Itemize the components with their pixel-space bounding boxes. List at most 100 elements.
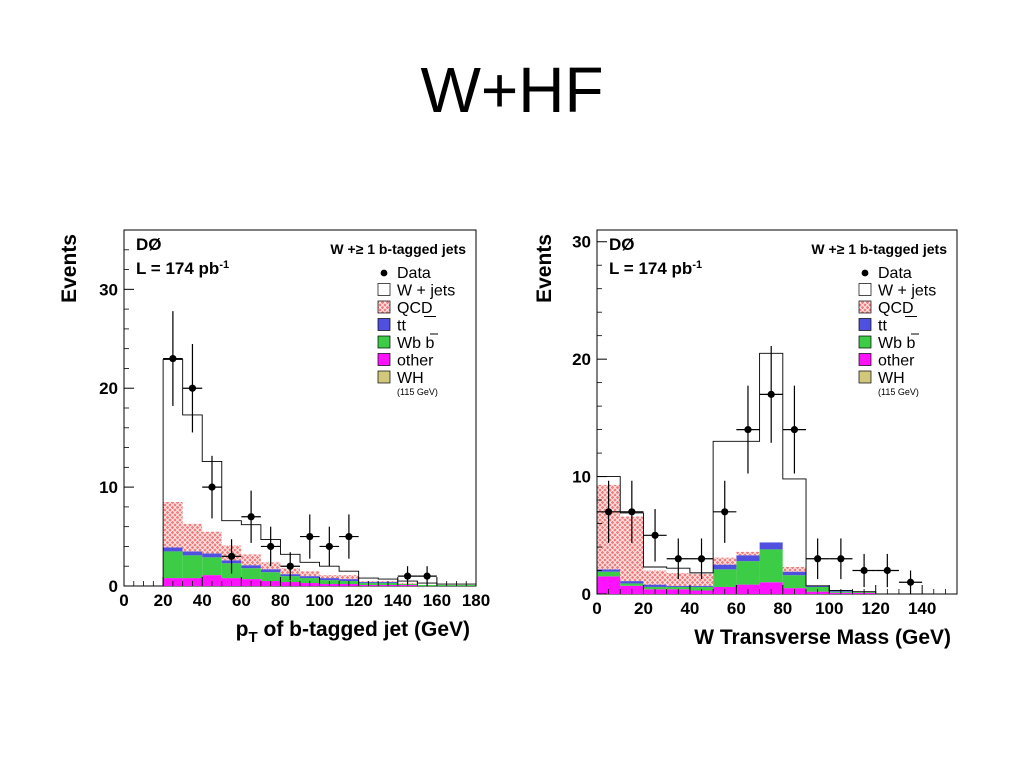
bar-qcd bbox=[736, 551, 760, 556]
x-tick-label: 40 bbox=[193, 591, 212, 610]
x-tick-label: 180 bbox=[462, 591, 490, 610]
legend-label: other bbox=[397, 353, 434, 370]
bar-qcd bbox=[666, 572, 690, 586]
data-point bbox=[651, 531, 659, 539]
x-tick-label: 0 bbox=[592, 599, 601, 618]
bar-ttbar bbox=[597, 569, 621, 572]
bar-qcd bbox=[620, 516, 644, 582]
data-point bbox=[345, 532, 353, 541]
data-point bbox=[169, 354, 177, 363]
legend-label: Data bbox=[397, 265, 431, 282]
bar-qcd bbox=[241, 554, 261, 566]
data-point bbox=[860, 566, 868, 575]
legend-swatch-wh bbox=[377, 370, 391, 384]
x-tick-label: 140 bbox=[908, 599, 936, 618]
bar-ttbar bbox=[182, 551, 203, 556]
x-tick-label: 60 bbox=[727, 599, 746, 618]
x-axis-label-rest: of b-tagged jet (GeV) bbox=[258, 618, 470, 641]
w-transverse-mass-chart: 0 20 40 60 80 100 120 140 0 10 20 30 Events W Transve… bbox=[533, 229, 958, 649]
bar-ttbar bbox=[319, 578, 340, 581]
bar-qcd bbox=[182, 523, 203, 552]
legend-label: tt bbox=[397, 318, 406, 335]
legend-swatch-ttbar bbox=[858, 318, 872, 331]
luminosity-label: L = 174 pb-1 bbox=[609, 259, 702, 278]
data-points bbox=[597, 345, 923, 594]
y-tick-label: 20 bbox=[572, 350, 591, 369]
bar-wjets bbox=[319, 566, 340, 576]
x-tick-label: 140 bbox=[384, 591, 412, 610]
data-point bbox=[227, 552, 236, 560]
data-point bbox=[906, 578, 915, 586]
bar-ttbar bbox=[736, 555, 760, 562]
bar-wjets bbox=[358, 578, 379, 582]
bar-ttbar bbox=[260, 569, 281, 573]
legend-label: QCD bbox=[397, 300, 433, 317]
bar-ttbar bbox=[689, 585, 714, 587]
bar-wjets bbox=[736, 441, 760, 552]
y-tick-label: 0 bbox=[582, 585, 591, 604]
x-tick-label: 80 bbox=[271, 591, 290, 610]
legend-label: QCD bbox=[878, 300, 914, 317]
bar-wbb bbox=[643, 586, 667, 590]
legend-swatch-wjets bbox=[858, 283, 872, 296]
bar-wjets bbox=[182, 414, 203, 524]
legend-label: WH bbox=[397, 370, 424, 387]
bar-ttbar bbox=[643, 584, 667, 587]
bar-wjets bbox=[163, 359, 183, 502]
y-tick-label: 30 bbox=[572, 233, 591, 252]
bar-wbb bbox=[241, 568, 261, 580]
legend-label: W + jets bbox=[397, 283, 455, 300]
y-tick-label: 10 bbox=[572, 468, 591, 487]
bar-qcd bbox=[319, 575, 340, 579]
bar-ttbar bbox=[666, 585, 690, 587]
bar-wjets bbox=[759, 353, 783, 543]
x-tick-label: 120 bbox=[344, 591, 372, 610]
y-tick-label: 10 bbox=[99, 478, 118, 497]
bar-ttbar bbox=[241, 565, 261, 569]
bar-wbb bbox=[182, 555, 203, 579]
x-tick-label: 0 bbox=[119, 591, 128, 610]
bar-wjets bbox=[221, 520, 242, 546]
luminosity-exponent: -1 bbox=[219, 259, 229, 271]
bar-ttbar bbox=[620, 581, 644, 584]
data-point bbox=[721, 508, 729, 516]
x-tick-label: 20 bbox=[634, 599, 653, 618]
legend-swatch-wbb bbox=[377, 335, 391, 349]
legend-swatch-wjets bbox=[377, 283, 391, 296]
legend-data-marker bbox=[861, 269, 869, 277]
bar-wbb bbox=[163, 551, 183, 579]
bar-ttbar bbox=[806, 585, 830, 587]
legend-label: other bbox=[878, 353, 915, 370]
x-axis-label-main: p bbox=[236, 618, 249, 641]
bar-wbb bbox=[202, 557, 222, 576]
data-point bbox=[286, 562, 294, 570]
data-point bbox=[423, 572, 431, 580]
bar-qcd bbox=[713, 557, 737, 565]
y-tick-label: 20 bbox=[99, 379, 118, 398]
data-point bbox=[697, 555, 706, 563]
legend-wh-mass: (115 GeV) bbox=[397, 387, 438, 397]
y-axis-label: Events bbox=[58, 234, 81, 303]
legend-label: WH bbox=[878, 370, 905, 387]
luminosity-value: L = 174 pb bbox=[609, 259, 692, 278]
data-point bbox=[628, 508, 636, 516]
legend-swatch-qcd bbox=[858, 300, 872, 314]
x-tick-label: 80 bbox=[773, 599, 792, 618]
x-tick-label: 20 bbox=[154, 591, 173, 610]
bar-ttbar bbox=[713, 564, 737, 570]
data-point bbox=[744, 426, 752, 434]
data-point bbox=[306, 532, 314, 541]
x-axis-label: W Transverse Mass (GeV) bbox=[694, 626, 951, 649]
data-point bbox=[605, 508, 613, 516]
data-point bbox=[325, 542, 333, 551]
data-points bbox=[163, 311, 437, 586]
bar-qcd bbox=[782, 566, 807, 572]
slide-title: W+HF bbox=[420, 54, 604, 126]
legend-wh-mass: (115 GeV) bbox=[878, 387, 919, 397]
legend-swatch-ttbar bbox=[377, 318, 391, 331]
bar-wbb bbox=[782, 575, 807, 589]
bar-qcd bbox=[202, 531, 222, 554]
x-tick-label: 100 bbox=[305, 591, 333, 610]
selection-label: W +≥ 1 b-tagged jets bbox=[811, 241, 947, 257]
